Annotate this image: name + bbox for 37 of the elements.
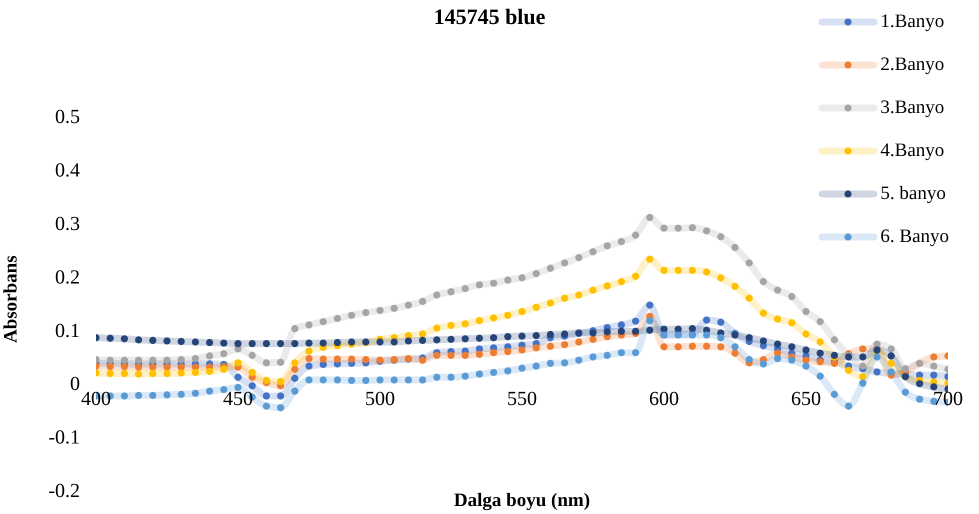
y-axis-title: Absorbans xyxy=(0,255,22,343)
point xyxy=(717,318,724,326)
y-tick-label: 0.2 xyxy=(55,266,80,288)
point xyxy=(618,321,625,329)
x-tick-label: 550 xyxy=(507,388,537,410)
legend-label: 6. Banyo xyxy=(880,226,949,248)
x-axis-title: Dalga boyu (nm) xyxy=(454,490,590,511)
point xyxy=(262,392,270,400)
point xyxy=(291,374,298,382)
point xyxy=(632,318,640,325)
x-tick-label: 600 xyxy=(649,388,679,410)
chart-title: 145745 blue xyxy=(434,4,546,29)
x-tick-label: 450 xyxy=(223,388,253,410)
x-tick-label: 400 xyxy=(81,388,111,410)
y-tick-label: -0.1 xyxy=(48,426,80,449)
point xyxy=(873,368,881,376)
point xyxy=(305,362,313,370)
y-tick-label: 0 xyxy=(70,373,80,396)
y-tick-label: 0.3 xyxy=(55,212,80,235)
legend-label: 4.Banyo xyxy=(880,140,944,162)
point xyxy=(930,372,938,379)
point xyxy=(646,302,654,309)
y-tick-label: 0.4 xyxy=(55,160,80,182)
point xyxy=(248,382,256,390)
y-tick-label: 0.1 xyxy=(55,320,80,342)
legend-label: 1.Banyo xyxy=(880,11,944,33)
point xyxy=(277,392,284,400)
x-tick-label: 700 xyxy=(933,388,963,410)
y-tick-label: -0.2 xyxy=(48,480,80,502)
point xyxy=(234,374,242,381)
x-tick-label: 650 xyxy=(791,388,821,410)
legend-label: 5. banyo xyxy=(880,183,946,205)
point xyxy=(703,316,710,324)
legend-label: 2.Banyo xyxy=(880,54,944,76)
x-tick-label: 500 xyxy=(365,388,395,410)
legend-label: 3.Banyo xyxy=(880,97,944,119)
y-tick-label: 0.5 xyxy=(55,106,80,128)
